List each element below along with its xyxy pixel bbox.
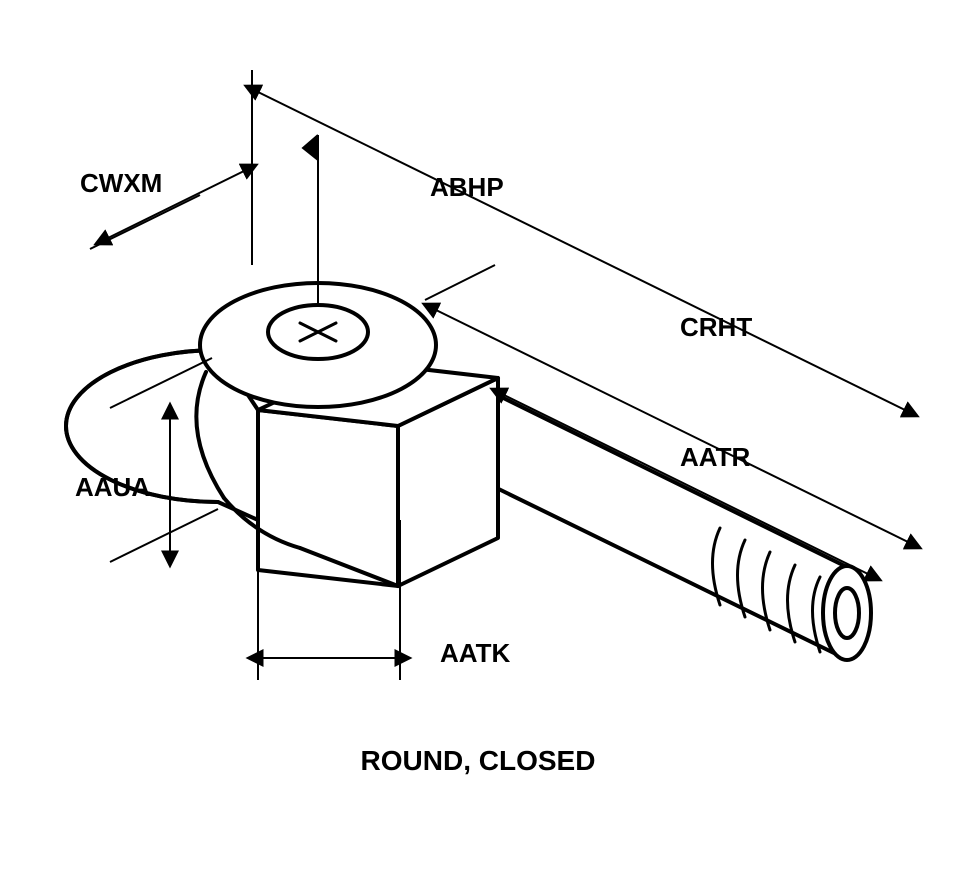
figure-title: ROUND, CLOSED <box>0 745 956 777</box>
label-cwxm: CWXM <box>80 168 162 199</box>
label-aatk: AATK <box>440 638 510 669</box>
label-aatr: AATR <box>680 442 750 473</box>
drawing-canvas: CWXM ABHP CRHT AATR AAUA AATK ROUND, CLO… <box>0 0 956 877</box>
label-aaua: AAUA <box>75 472 150 503</box>
label-crht: CRHT <box>680 312 752 343</box>
label-abhp: ABHP <box>430 172 504 203</box>
